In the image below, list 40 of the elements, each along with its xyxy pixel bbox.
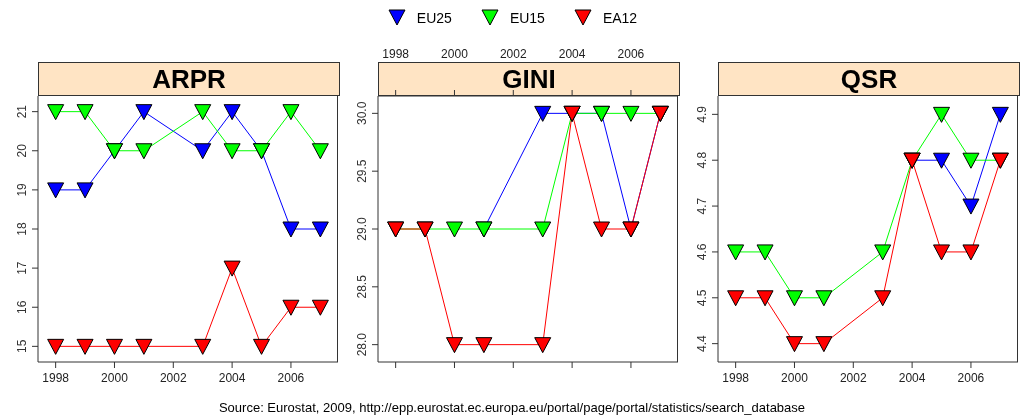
y-tick-label: 28.0	[355, 332, 369, 357]
y-tick-label: 4.9	[695, 105, 709, 123]
legend-label: EA12	[602, 10, 638, 26]
legend-label: EU25	[416, 10, 452, 26]
x-tick-label: 2000	[781, 371, 809, 385]
y-tick-label: 16	[15, 300, 29, 314]
chart-title: ARPR	[38, 62, 340, 96]
y-tick-label: 21	[15, 104, 29, 119]
x-tick-label: 2004	[218, 371, 246, 385]
x-tick-label: 2000	[441, 47, 469, 61]
y-tick-label: 29.5	[355, 159, 369, 183]
y-tick-label: 4.8	[695, 151, 709, 169]
x-tick-label: 2006	[277, 371, 305, 385]
source-note: Source: Eurostat, 2009, http://epp.eurostat.ec.europa.eu/portal/page/portal/statistics/search_database	[217, 400, 807, 415]
y-tick-label: 4.6	[695, 243, 709, 261]
y-tick-label: 28.5	[355, 274, 369, 299]
y-tick-label: 20	[15, 143, 29, 158]
y-tick-label: 18	[15, 222, 29, 236]
y-tick-label: 19	[15, 182, 29, 197]
y-tick-label: 30.0	[355, 101, 369, 126]
x-tick-label: 2000	[101, 371, 129, 385]
x-tick-label: 2002	[839, 371, 867, 385]
y-tick-label: 29.0	[355, 217, 369, 241]
x-tick-label: 1998	[382, 47, 410, 61]
y-tick-label: 17	[15, 261, 29, 275]
x-tick-label: 1998	[42, 371, 70, 385]
x-tick-label: 2002	[499, 47, 527, 61]
x-tick-label: 2002	[159, 371, 187, 385]
x-tick-label: 1998	[722, 371, 750, 385]
y-tick-label: 4.7	[695, 197, 709, 215]
x-tick-label: 2006	[957, 371, 985, 385]
y-tick-label: 15	[15, 339, 29, 354]
x-tick-label: 2004	[898, 371, 926, 385]
chart-title: GINI	[378, 62, 680, 96]
y-tick-label: 4.4	[695, 334, 709, 352]
x-tick-label: 2004	[558, 47, 586, 61]
x-tick-label: 2006	[617, 47, 645, 61]
chart-title: QSR	[718, 62, 1020, 96]
legend-label: EU15	[509, 10, 545, 26]
y-tick-label: 4.5	[695, 289, 709, 307]
